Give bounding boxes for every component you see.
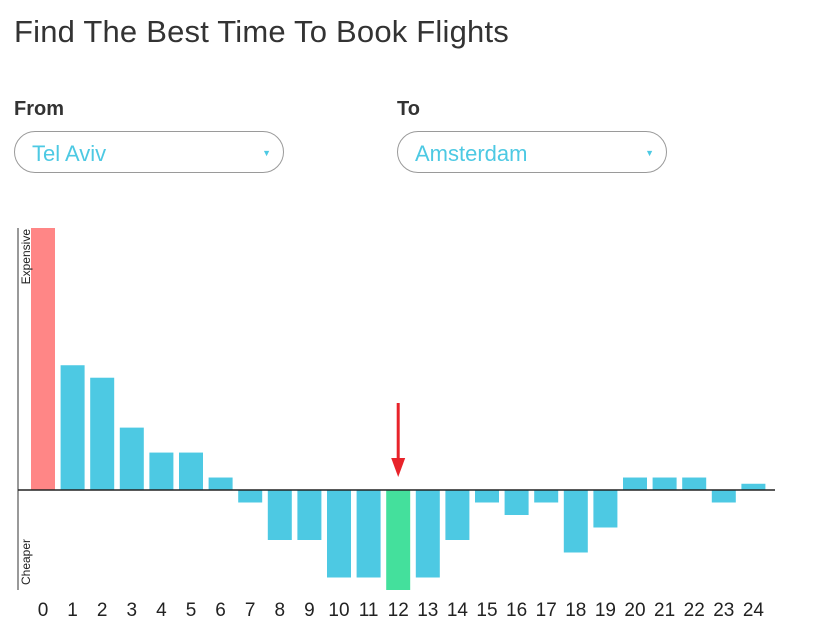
bar-9 <box>297 490 322 540</box>
bar-3 <box>119 427 144 490</box>
bar-6 <box>208 477 233 490</box>
from-label: From <box>14 98 64 120</box>
bar-1 <box>60 365 85 490</box>
bar-22 <box>682 477 707 490</box>
arrow-down-icon-head <box>391 458 406 477</box>
triangle-down-icon: ▼ <box>262 148 271 158</box>
bar-21 <box>652 477 677 490</box>
bar-23 <box>711 490 736 503</box>
y-label-expensive: Expensive <box>19 229 33 285</box>
bar-18 <box>563 490 588 553</box>
bar-16 <box>504 490 529 515</box>
bar-20 <box>623 477 647 490</box>
bar-19 <box>593 490 618 528</box>
x-tick-label: 1 <box>67 600 78 621</box>
x-tick-label: 10 <box>328 600 349 621</box>
y-label-cheaper: Cheaper <box>19 539 33 585</box>
x-tick-label: 6 <box>215 600 226 621</box>
bar-17 <box>534 490 559 503</box>
from-select[interactable]: Tel Aviv ▼ <box>14 131 284 173</box>
x-tick-label: 13 <box>417 600 438 621</box>
x-tick-label: 19 <box>595 600 616 621</box>
to-select[interactable]: Amsterdam ▼ <box>397 131 667 173</box>
x-tick-label: 9 <box>304 600 315 621</box>
x-tick-label: 7 <box>245 600 256 621</box>
x-tick-label: 5 <box>186 600 197 621</box>
bar-14 <box>445 490 470 540</box>
x-tick-label: 12 <box>388 600 409 621</box>
x-tick-label: 4 <box>156 600 167 621</box>
x-tick-label: 18 <box>565 600 586 621</box>
x-tick-label: 21 <box>654 600 675 621</box>
x-tick-label: 16 <box>506 600 527 621</box>
x-tick-label: 14 <box>447 600 469 621</box>
x-tick-label: 8 <box>275 600 286 621</box>
bar-2 <box>90 377 115 490</box>
to-value: Amsterdam <box>415 141 528 166</box>
x-tick-label: 11 <box>359 600 379 621</box>
bar-11 <box>356 490 381 578</box>
page-title: Find The Best Time To Book Flights <box>14 14 509 49</box>
x-tick-label: 20 <box>624 600 645 621</box>
bar-8 <box>267 490 292 540</box>
from-value: Tel Aviv <box>32 141 107 166</box>
x-tick-label: 15 <box>476 600 497 621</box>
bar-7 <box>238 490 263 503</box>
x-tick-label: 23 <box>713 600 734 621</box>
bar-13 <box>415 490 440 578</box>
x-tick-label: 24 <box>743 600 765 621</box>
x-tick-label: 22 <box>684 600 705 621</box>
bar-0 <box>31 228 55 490</box>
x-tick-label: 0 <box>38 600 49 621</box>
x-tick-label: 2 <box>97 600 108 621</box>
x-tick-label: 3 <box>127 600 138 621</box>
bar-15 <box>475 490 499 503</box>
x-tick-label: 17 <box>536 600 557 621</box>
to-label: To <box>397 98 420 120</box>
bar-24 <box>741 483 766 490</box>
bar-4 <box>149 452 174 490</box>
bar-5 <box>179 452 203 490</box>
bar-10 <box>327 490 351 578</box>
bar-12 <box>386 490 411 590</box>
triangle-down-icon: ▼ <box>645 148 654 158</box>
